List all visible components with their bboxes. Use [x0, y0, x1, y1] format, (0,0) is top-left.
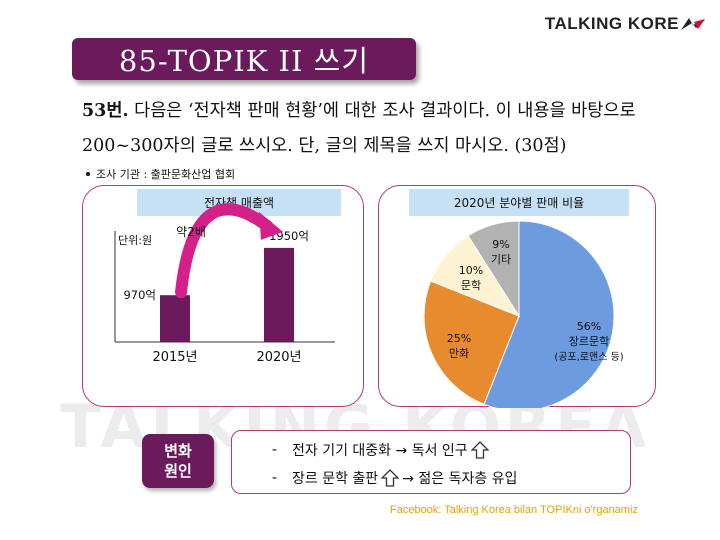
cause-badge-line-1: 변화	[164, 442, 192, 460]
pie-pct-label: 25%	[447, 332, 471, 345]
pie-pct-label: 56%	[577, 320, 601, 333]
pie-slice-3	[467, 220, 520, 318]
logo-text: TALKING KORE	[544, 14, 679, 33]
survey-source: 조사 기관 : 출판문화산업 협회	[86, 166, 235, 182]
pie-pct-label: 10%	[459, 264, 483, 277]
pie-chart-panel: 2020년 분야별 판매 비율 56% 장르문학 (공포,로맨스 등) 25% 만화 10…	[378, 185, 656, 408]
x-tick-label: 2015년	[152, 350, 197, 365]
cause-item-2-text-a: 장르 문학 출판	[292, 471, 379, 487]
bullet-icon	[86, 172, 90, 176]
pie-chart-title: 2020년 분야별 판매 비율	[409, 189, 629, 216]
growth-arrow-head	[259, 211, 283, 240]
page-title: 85-TOPIK II 쓰기	[72, 38, 416, 80]
cause-badge-line-2: 원인	[164, 462, 192, 480]
pie-slice-0	[483, 220, 615, 408]
cause-badge: 변화 원인	[142, 434, 214, 488]
cause-box: - 전자 기기 대중화 → 독서 인구 - 장르 문학 출판 → 젊은 독자층 …	[231, 430, 631, 494]
pie-category-label: 장르문학	[569, 335, 609, 348]
growth-arrow	[175, 203, 273, 299]
pie-category-label: 만화	[449, 347, 469, 360]
bar-0	[160, 295, 190, 342]
unit-label: 단위:원	[118, 234, 152, 247]
logo: TALKING KORE	[545, 14, 706, 34]
dash: -	[272, 470, 278, 486]
question-number: 53번.	[82, 101, 129, 121]
pie-category-label: 기타	[491, 253, 511, 266]
dash: -	[272, 442, 278, 458]
footer-credit: Facebook: Talking Korea bilan TOPIKni o'…	[390, 504, 638, 516]
up-arrow-icon	[470, 441, 489, 459]
cause-item-2: - 장르 문학 출판 → 젊은 독자층 유입	[272, 468, 517, 488]
up-arrow-icon	[381, 469, 400, 487]
pie-pct-label: 9%	[492, 238, 509, 251]
cause-item-1: - 전자 기기 대중화 → 독서 인구	[272, 440, 492, 460]
pie-chart: 56% 장르문학 (공포,로맨스 등) 25% 만화 10% 문학 9% 기타	[423, 220, 624, 408]
pie-slice-1	[423, 280, 520, 405]
data-label: 970억	[123, 288, 156, 302]
logo-arrow-icon	[681, 18, 705, 30]
pie-category-label: 문학	[461, 279, 481, 292]
question-line-1: 다음은 ‘전자책 판매 현황’에 대한 조사 결과이다. 이 내용을 바탕으로	[128, 101, 636, 121]
cause-item-2-text-b: → 젊은 독자층 유입	[402, 471, 518, 487]
question-text: 53번. 다음은 ‘전자책 판매 현황’에 대한 조사 결과이다. 이 내용을 …	[82, 94, 702, 164]
question-line-2: 200~300자의 글로 쓰시오. 단, 글의 제목을 쓰지 마시오. (30점…	[82, 136, 567, 156]
pie-category-label: (공포,로맨스 등)	[554, 351, 623, 363]
bar-chart-title: 전자책 매출액	[137, 189, 341, 216]
bar-chart-panel: 전자책 매출액 단위:원 2015년 2020년 970억 1950억 약2배	[82, 185, 364, 407]
source-text: 조사 기관 : 출판문화산업 협회	[96, 168, 236, 181]
growth-annotation: 약2배	[176, 224, 206, 239]
cause-item-1-text: 전자 기기 대중화 → 독서 인구	[292, 443, 468, 459]
bar-1	[264, 247, 294, 342]
x-tick-label: 2020년	[256, 350, 301, 365]
